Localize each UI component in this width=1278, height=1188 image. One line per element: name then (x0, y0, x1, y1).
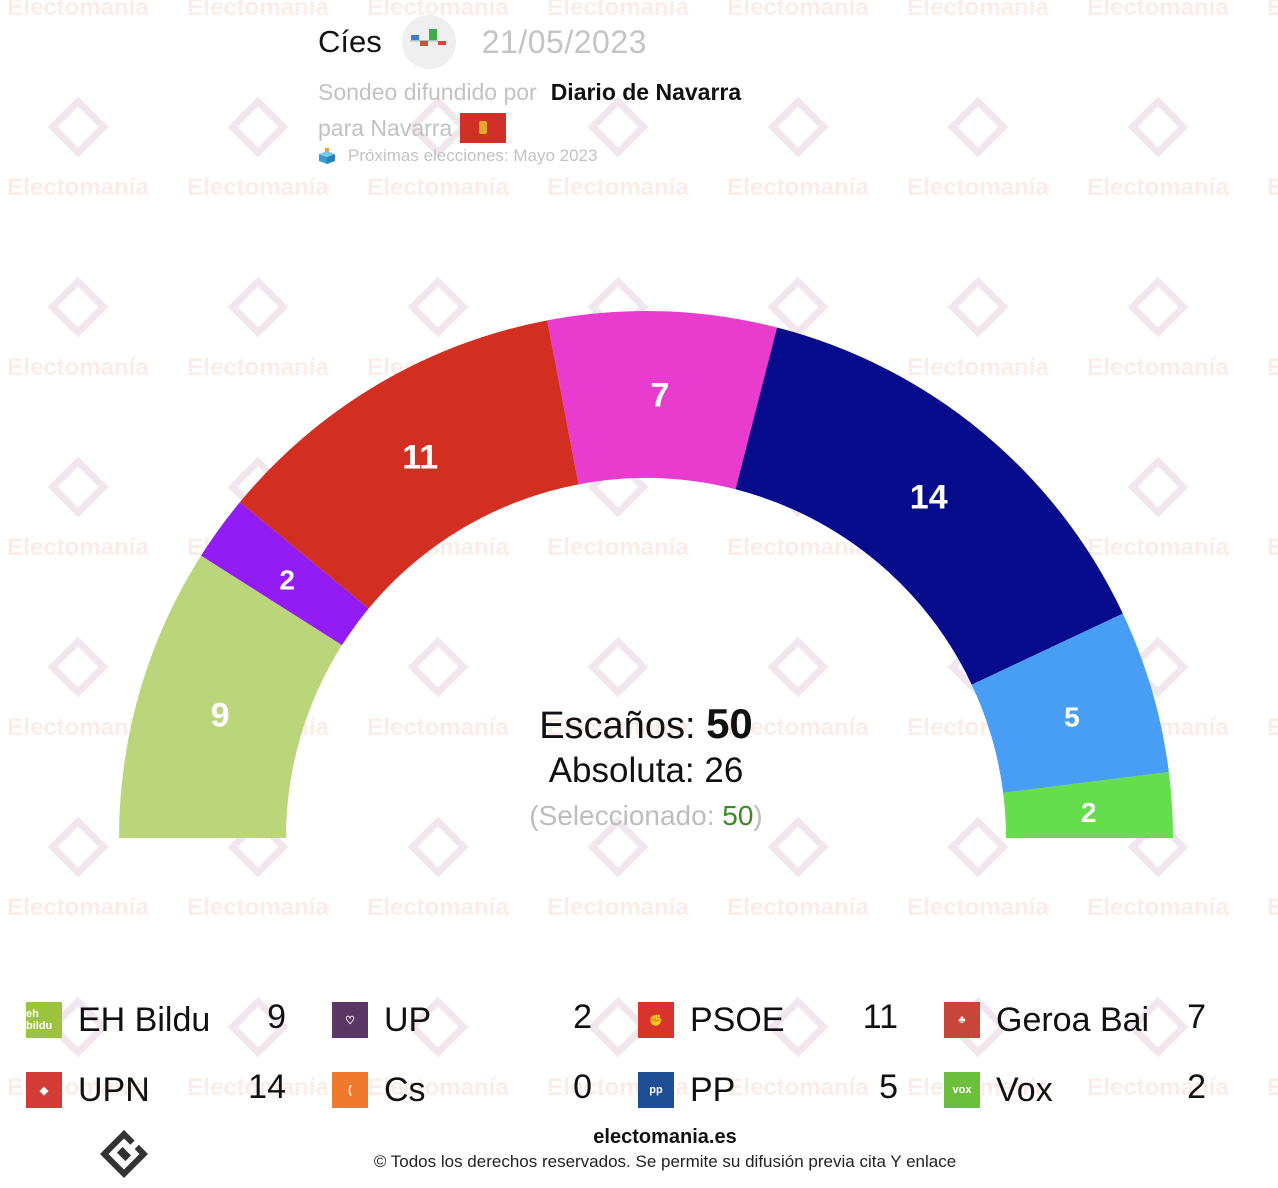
selected-seats: (Seleccionado: 50) (446, 800, 846, 832)
selected-value: 50 (722, 800, 754, 831)
ballot-box-icon (318, 148, 336, 164)
footer-site[interactable]: electomania.es (593, 1126, 737, 1148)
legend-item-pp[interactable]: pp PP (638, 1068, 735, 1112)
pollster-name: Cíes (318, 24, 382, 59)
segment-seat-label: 14 (910, 478, 948, 516)
party-name: UPN (78, 1070, 150, 1109)
hemicycle-segment-geroa-bai[interactable] (547, 311, 778, 490)
majority-label: Absoluta: 26 (548, 751, 744, 790)
party-seats: 2 (1187, 1068, 1206, 1106)
hemicycle-segment-vox[interactable] (1003, 771, 1173, 838)
legend-item-cs[interactable]: ( Cs (332, 1068, 426, 1112)
seats-total: Escaños: 50 (446, 700, 846, 748)
party-seats: 2 (573, 998, 592, 1036)
party-seats: 14 (248, 1068, 286, 1106)
party-name: Cs (384, 1070, 426, 1109)
hemicycle-segment-eh-bildu[interactable] (119, 555, 343, 838)
party-seats: 9 (267, 998, 286, 1036)
media-name[interactable]: Diario de Navarra (550, 78, 742, 105)
segment-seat-label: 2 (279, 564, 295, 595)
party-seats: 5 (879, 1068, 898, 1106)
seats-value: 50 (706, 700, 753, 747)
selected-close: ) (753, 800, 763, 831)
poll-date: 21/05/2023 (481, 23, 647, 60)
poll-header: Cíes 21/05/2023 Sondeo difundido por Dia… (318, 14, 741, 166)
selected-label: (Seleccionado: (529, 800, 723, 831)
legend-item-up[interactable]: ♡ UP (332, 998, 431, 1042)
party-seats: 0 (573, 1068, 592, 1106)
segment-seat-label: 2 (1081, 797, 1097, 828)
party-name: Geroa Bai (996, 1000, 1150, 1039)
segment-seat-label: 5 (1064, 701, 1080, 732)
party-logo-icon: ♣ (944, 1002, 980, 1038)
party-name: EH Bildu (78, 1000, 211, 1039)
footer-copyright: © Todos los derechos reservados. Se perm… (373, 1152, 957, 1171)
party-name: PSOE (690, 1000, 785, 1039)
party-name: PP (690, 1070, 736, 1109)
next-elections: Próximas elecciones: Mayo 2023 (348, 146, 598, 165)
disseminated-label: Sondeo difundido por (318, 78, 537, 105)
hemicycle-segment-psoe[interactable] (239, 320, 579, 609)
segment-seat-label: 9 (211, 696, 230, 734)
pollster-logo-icon (401, 15, 456, 69)
legend-item-psoe[interactable]: ✊ PSOE (638, 998, 784, 1042)
party-seats: 7 (1187, 998, 1206, 1036)
party-logo-icon: ✊ (638, 1002, 674, 1038)
party-name: Vox (996, 1070, 1053, 1109)
navarra-flag-icon (460, 113, 507, 143)
legend-item-vox[interactable]: vox Vox (944, 1068, 1053, 1112)
legend-item-eh-bildu[interactable]: eh bildu EH Bildu (26, 998, 210, 1042)
legend-item-geroa-bai[interactable]: ♣ Geroa Bai (944, 998, 1149, 1042)
party-seats: 11 (862, 998, 898, 1036)
party-logo-icon: ♡ (332, 1002, 368, 1038)
segment-seat-label: 11 (402, 438, 438, 476)
party-logo-icon: eh bildu (26, 1002, 62, 1038)
party-logo-icon: ◆ (26, 1072, 62, 1108)
hemicycle-segment-up[interactable] (201, 502, 369, 646)
party-logo-icon: vox (944, 1072, 980, 1108)
electomania-logo-icon (99, 1129, 149, 1183)
hemicycle-segment-upn[interactable] (735, 327, 1123, 685)
party-logo-icon: ( (332, 1072, 368, 1108)
seats-label: Escaños: (539, 705, 696, 747)
hemicycle-segment-pp[interactable] (971, 613, 1169, 793)
party-logo-icon: pp (638, 1072, 674, 1108)
legend-item-upn[interactable]: ◆ UPN (26, 1068, 150, 1112)
segment-seat-label: 7 (650, 377, 669, 415)
region-label: para Navarra (318, 114, 453, 141)
party-name: UP (384, 1000, 432, 1039)
